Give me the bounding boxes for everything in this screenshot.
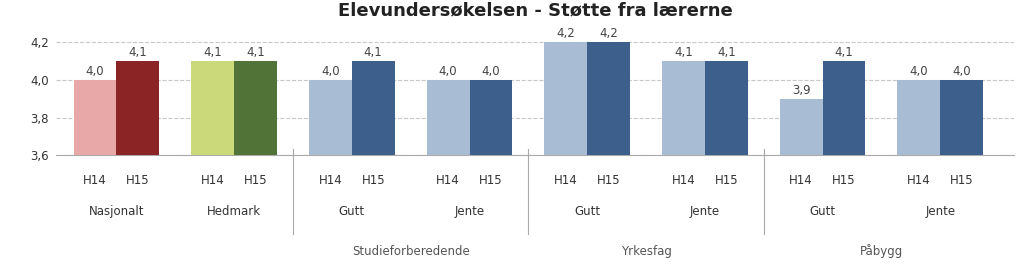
Bar bbox=[940, 80, 983, 155]
Bar bbox=[779, 99, 822, 155]
Bar bbox=[545, 42, 587, 155]
Text: 4,1: 4,1 bbox=[204, 46, 222, 59]
Text: H15: H15 bbox=[715, 174, 738, 187]
Text: 4,1: 4,1 bbox=[717, 46, 735, 59]
Text: H15: H15 bbox=[833, 174, 856, 187]
Text: 4,1: 4,1 bbox=[835, 46, 853, 59]
Text: Jente: Jente bbox=[690, 205, 720, 218]
Text: H14: H14 bbox=[790, 174, 813, 187]
Text: H14: H14 bbox=[554, 174, 578, 187]
Bar bbox=[822, 61, 865, 155]
Text: Gutt: Gutt bbox=[339, 205, 365, 218]
Text: H14: H14 bbox=[436, 174, 460, 187]
Text: Jente: Jente bbox=[455, 205, 484, 218]
Text: H14: H14 bbox=[907, 174, 931, 187]
Text: H15: H15 bbox=[479, 174, 503, 187]
Text: Studieforberedende: Studieforberedende bbox=[352, 245, 470, 258]
Text: H14: H14 bbox=[318, 174, 342, 187]
Text: H14: H14 bbox=[201, 174, 224, 187]
Title: Elevundersøkelsen - Støtte fra lærerne: Elevundersøkelsen - Støtte fra lærerne bbox=[338, 2, 732, 20]
Bar bbox=[587, 42, 630, 155]
Text: H15: H15 bbox=[244, 174, 267, 187]
Bar bbox=[470, 80, 512, 155]
Text: 4,2: 4,2 bbox=[599, 27, 617, 40]
Bar bbox=[663, 61, 705, 155]
Text: Nasjonalt: Nasjonalt bbox=[89, 205, 144, 218]
Text: 4,0: 4,0 bbox=[322, 65, 340, 78]
Text: Gutt: Gutt bbox=[574, 205, 600, 218]
Text: 4,0: 4,0 bbox=[909, 65, 928, 78]
Text: H15: H15 bbox=[126, 174, 150, 187]
Text: 3,9: 3,9 bbox=[792, 84, 810, 97]
Text: Yrkesfag: Yrkesfag bbox=[621, 245, 672, 258]
Text: Jente: Jente bbox=[925, 205, 955, 218]
Text: Gutt: Gutt bbox=[810, 205, 836, 218]
Bar bbox=[352, 61, 394, 155]
Text: 4,0: 4,0 bbox=[481, 65, 501, 78]
Text: H14: H14 bbox=[83, 174, 106, 187]
Text: 4,1: 4,1 bbox=[674, 46, 693, 59]
Bar bbox=[705, 61, 748, 155]
Text: H14: H14 bbox=[672, 174, 695, 187]
Bar bbox=[117, 61, 160, 155]
Text: Påbygg: Påbygg bbox=[860, 244, 903, 258]
Text: 4,1: 4,1 bbox=[129, 46, 147, 59]
Text: 4,1: 4,1 bbox=[364, 46, 383, 59]
Text: H15: H15 bbox=[950, 174, 974, 187]
Bar bbox=[309, 80, 352, 155]
Text: 4,2: 4,2 bbox=[556, 27, 575, 40]
Text: 4,1: 4,1 bbox=[246, 46, 265, 59]
Bar bbox=[74, 80, 117, 155]
Text: 4,0: 4,0 bbox=[952, 65, 971, 78]
Text: Hedmark: Hedmark bbox=[207, 205, 261, 218]
Text: H15: H15 bbox=[597, 174, 621, 187]
Text: 4,0: 4,0 bbox=[439, 65, 458, 78]
Bar bbox=[191, 61, 234, 155]
Text: 4,0: 4,0 bbox=[86, 65, 104, 78]
Bar bbox=[897, 80, 940, 155]
Bar bbox=[427, 80, 470, 155]
Text: H15: H15 bbox=[361, 174, 385, 187]
Bar bbox=[234, 61, 276, 155]
